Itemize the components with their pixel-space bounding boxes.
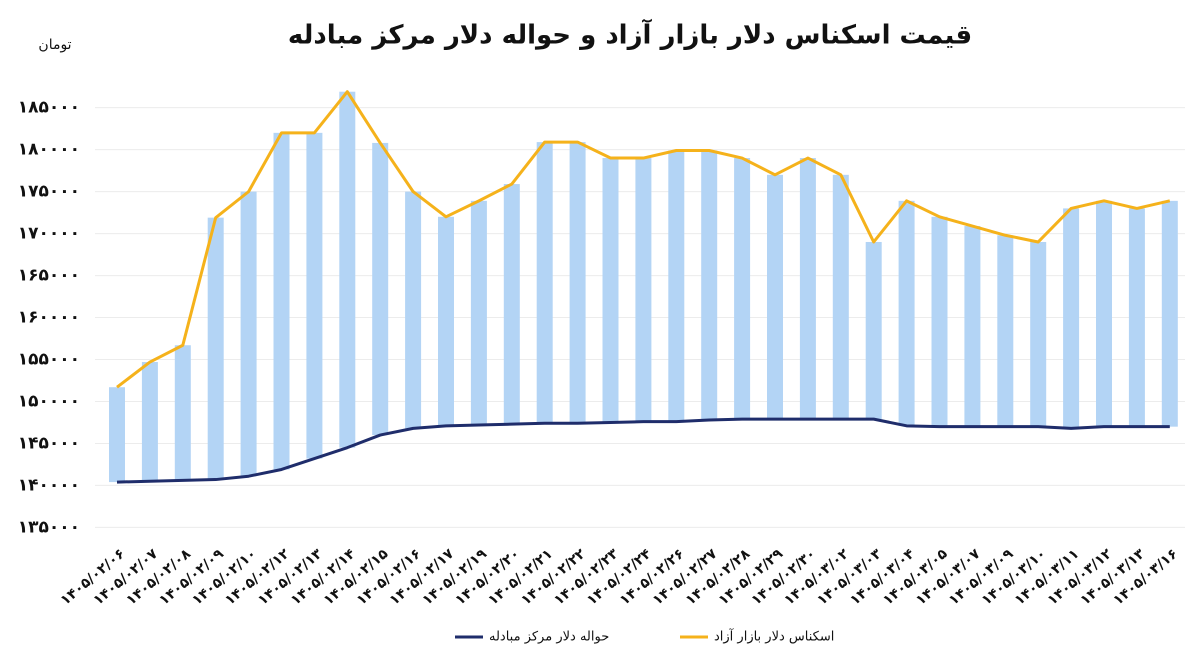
range-bar bbox=[602, 158, 619, 423]
range-bar bbox=[207, 217, 224, 480]
range-bar bbox=[240, 191, 257, 477]
range-bar bbox=[109, 387, 125, 483]
y-tick-label: ۱۶۵۰۰۰ bbox=[18, 266, 80, 286]
y-tick-label: ۱۳۵۰۰۰ bbox=[18, 517, 80, 537]
y-tick-label: ۱۸۰۰۰۰ bbox=[18, 140, 80, 160]
legend-label: اسکناس دلار بازار آزاد bbox=[714, 628, 834, 645]
range-bar bbox=[701, 150, 718, 420]
y-tick-label: ۱۶۰۰۰۰ bbox=[18, 308, 80, 328]
range-bar bbox=[470, 200, 487, 425]
y-tick-label: ۱۷۵۰۰۰ bbox=[18, 182, 80, 202]
y-tick-label: ۱۵۰۰۰۰ bbox=[18, 391, 80, 411]
y-tick-label: ۱۷۰۰۰۰ bbox=[18, 224, 80, 244]
y-tick-label: ۱۵۵۰۰۰ bbox=[18, 350, 80, 370]
range-bar bbox=[438, 216, 454, 426]
series-line bbox=[116, 417, 1170, 484]
range-bar bbox=[635, 158, 652, 422]
range-bar bbox=[503, 184, 520, 425]
range-bar bbox=[1063, 208, 1080, 429]
range-bar bbox=[931, 216, 948, 427]
range-bar bbox=[1128, 208, 1145, 427]
range-bar bbox=[1161, 200, 1178, 427]
y-tick-label: ۱۸۵۰۰۰ bbox=[18, 98, 80, 118]
range-bar bbox=[832, 174, 849, 420]
range-bar bbox=[372, 142, 389, 436]
range-bar bbox=[964, 226, 981, 427]
y-tick-label: ۱۴۰۰۰۰ bbox=[18, 475, 80, 495]
range-bar bbox=[668, 150, 685, 422]
range-bar bbox=[536, 142, 553, 424]
range-bar bbox=[1096, 200, 1112, 427]
y-tick-label: ۱۴۵۰۰۰ bbox=[18, 433, 80, 453]
range-bar bbox=[865, 241, 882, 420]
y-unit-label: تومان bbox=[38, 37, 71, 53]
range-bar bbox=[405, 191, 422, 429]
range-bar bbox=[339, 91, 356, 448]
range-bar bbox=[898, 200, 915, 426]
range-bar bbox=[273, 132, 290, 470]
range-bar bbox=[997, 235, 1014, 427]
range-bar bbox=[767, 174, 783, 420]
range-bar bbox=[306, 132, 323, 459]
range-bar bbox=[174, 345, 191, 481]
chart-title: قیمت اسکناس دلار بازار آزاد و حواله دلار… bbox=[288, 19, 972, 51]
range-bar bbox=[569, 142, 586, 424]
range-bar bbox=[1030, 241, 1047, 427]
range-bar bbox=[141, 362, 158, 482]
range-bar bbox=[799, 158, 816, 420]
series-line bbox=[116, 90, 1171, 389]
legend-label: حواله دلار مرکز مبادله bbox=[489, 630, 609, 645]
range-bar bbox=[734, 158, 751, 420]
